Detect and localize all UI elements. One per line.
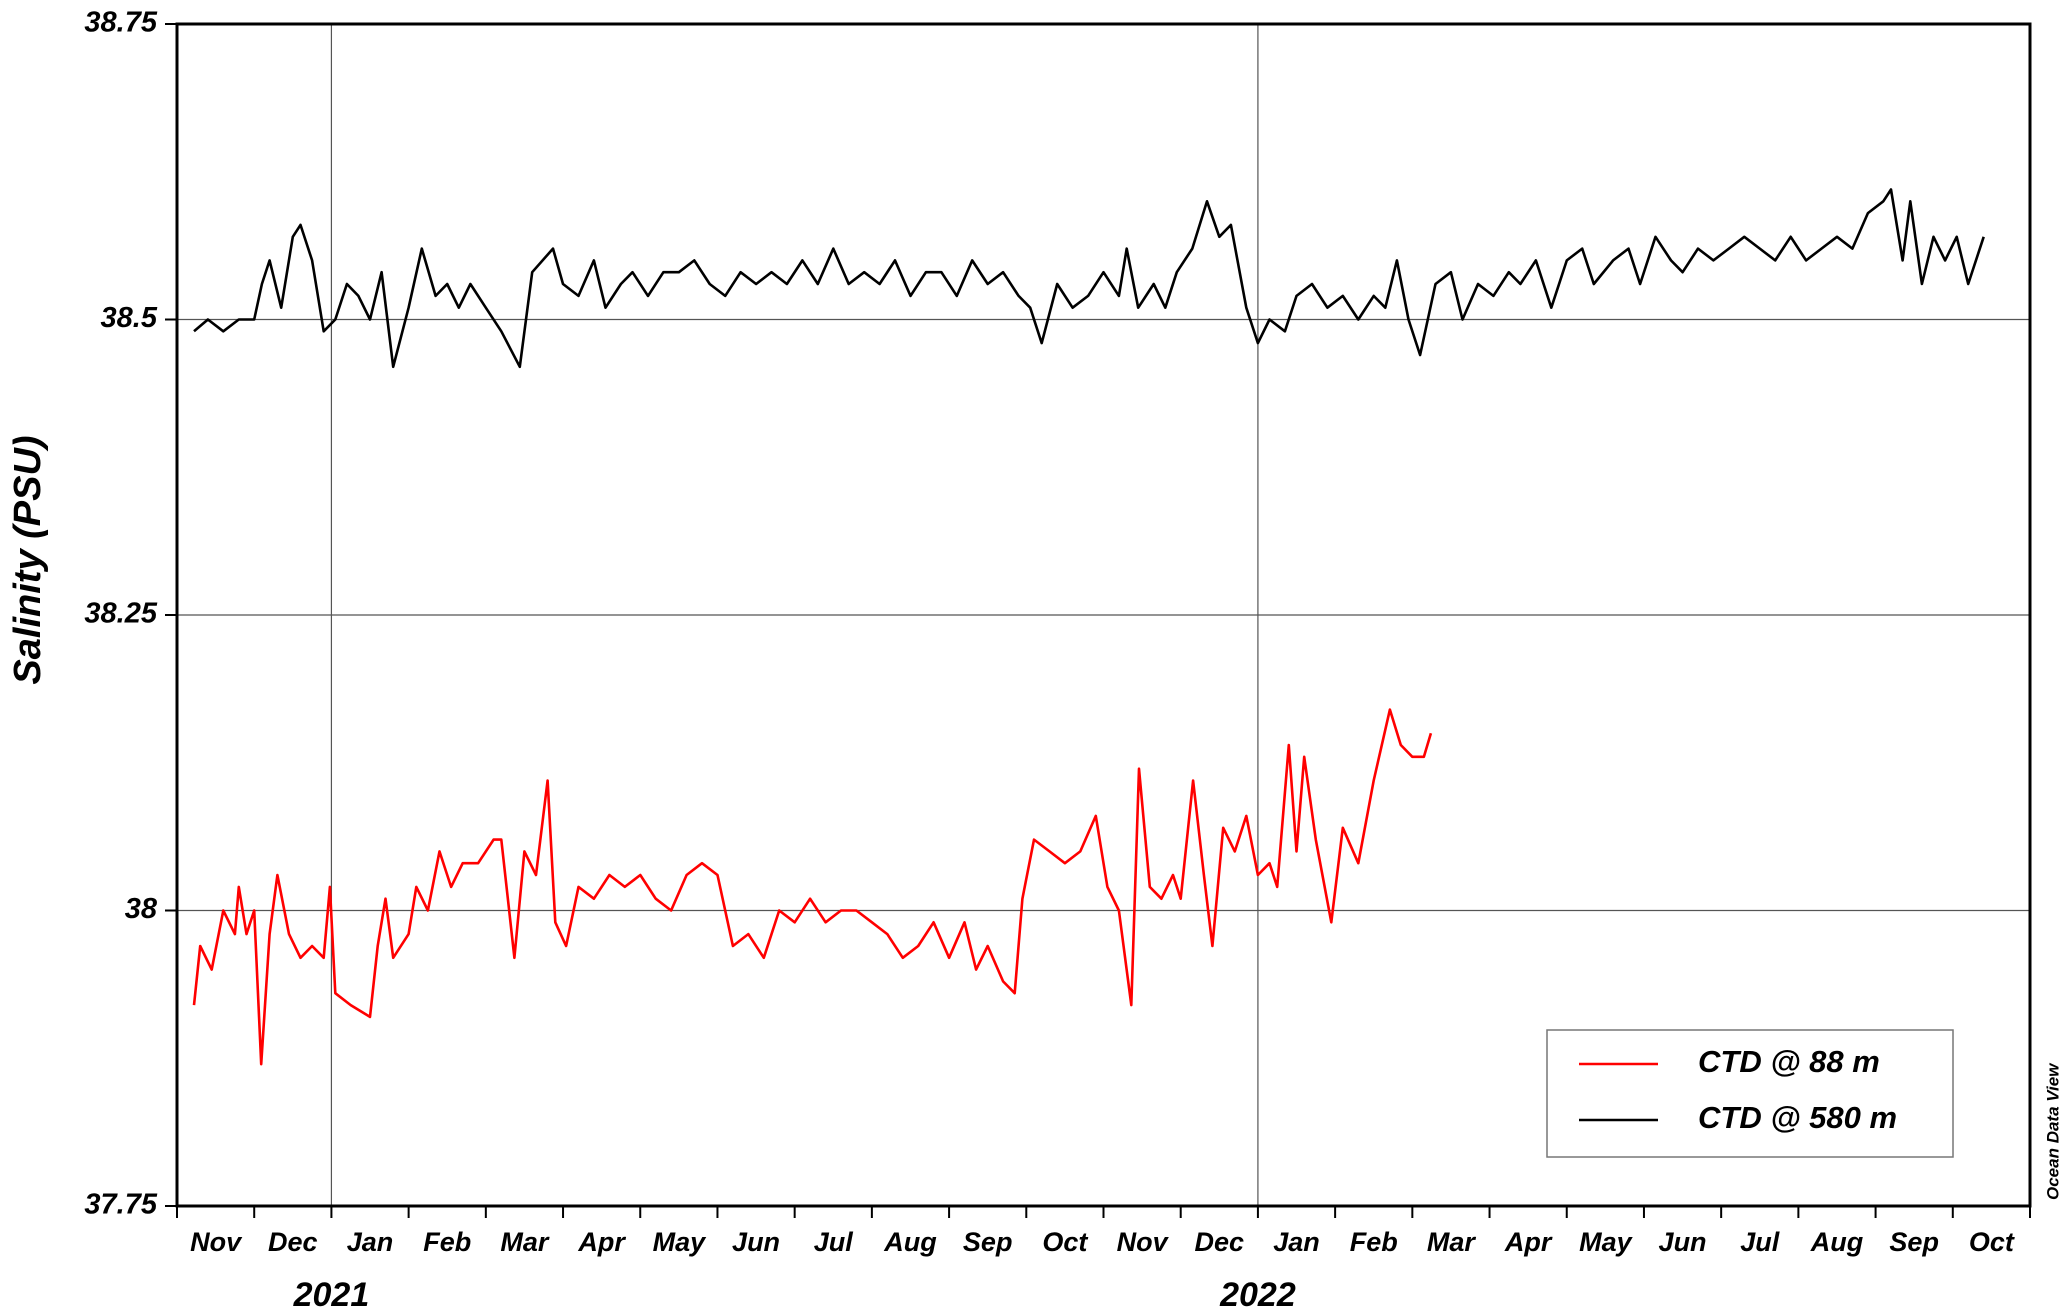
x-tick-label: Jun (1659, 1227, 1707, 1257)
x-tick-label: Nov (1117, 1227, 1170, 1257)
y-tick-label: 38.25 (84, 598, 157, 630)
x-tick-label: Mar (500, 1227, 550, 1257)
x-tick-label: Feb (1350, 1227, 1398, 1257)
x-tick-label: Feb (423, 1227, 471, 1257)
year-label: 2021 (293, 1276, 370, 1314)
x-tick-label: Oct (1042, 1227, 1088, 1257)
x-tick-label: Oct (1969, 1227, 2015, 1257)
y-tick-label: 38.75 (84, 7, 157, 39)
x-tick-label: Jun (732, 1227, 780, 1257)
watermark: Ocean Data View (2043, 1062, 2062, 1200)
x-tick-label: Jul (814, 1227, 854, 1257)
plot-frame (175, 22, 2032, 1208)
x-tick-label: Dec (268, 1227, 318, 1257)
x-tick-label: Dec (1195, 1227, 1245, 1257)
x-tick-label: Jul (1740, 1227, 1780, 1257)
legend-label: CTD @ 88 m (1698, 1044, 1880, 1079)
legend-label: CTD @ 580 m (1698, 1100, 1897, 1135)
year-label: 2022 (1219, 1276, 1296, 1314)
y-axis-title: Salinity (PSU) (7, 435, 49, 684)
y-tick-label: 38.5 (101, 302, 158, 334)
x-tick-label: Nov (190, 1227, 243, 1257)
series-line (192, 708, 1433, 1066)
x-tick-label: Mar (1427, 1227, 1477, 1257)
x-tick-label: May (1579, 1227, 1634, 1257)
y-tick-label: 38 (125, 893, 158, 925)
x-tick-label: May (653, 1227, 708, 1257)
legend-box (1546, 1029, 1954, 1158)
x-tick-label: Sep (1889, 1227, 1939, 1257)
y-tick-label: 37.75 (84, 1189, 157, 1221)
x-tick-label: Apr (577, 1227, 626, 1257)
x-tick-label: Jan (347, 1227, 394, 1257)
series-line (193, 188, 1985, 369)
x-tick-label: Aug (1810, 1227, 1864, 1257)
x-tick-label: Apr (1504, 1227, 1553, 1257)
x-tick-label: Aug (883, 1227, 937, 1257)
x-tick-label: Sep (963, 1227, 1013, 1257)
x-tick-label: Jan (1273, 1227, 1320, 1257)
